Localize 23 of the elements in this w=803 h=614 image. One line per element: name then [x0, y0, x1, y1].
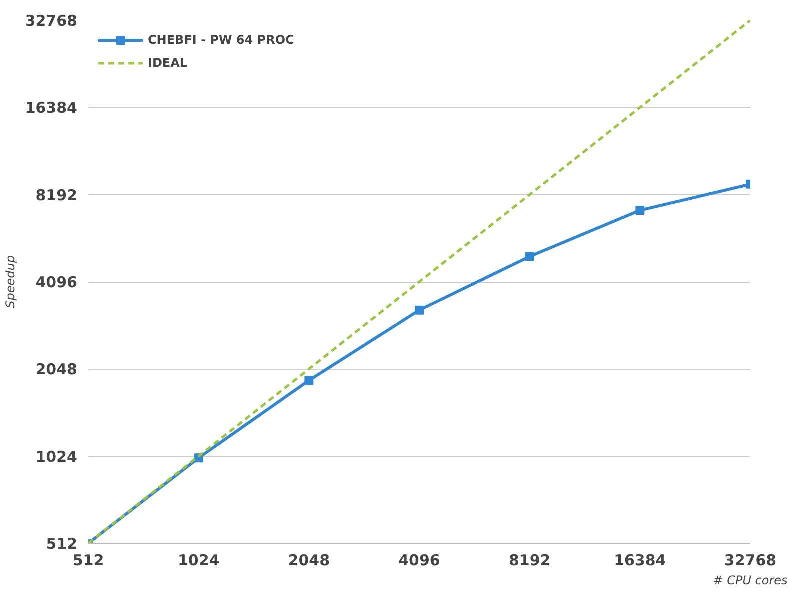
y-tick-label: 16384	[25, 99, 78, 118]
legend-label: CHEBFI - PW 64 PROC	[148, 33, 294, 47]
x-tick-label: 32768	[724, 552, 777, 570]
point	[525, 252, 534, 262]
y-tick-label: 1024	[36, 448, 78, 466]
x-axis-title: # CPU cores	[713, 574, 788, 588]
point	[636, 206, 645, 216]
y-tick-label: 2048	[36, 360, 78, 379]
legend-label: IDEAL	[148, 56, 188, 70]
x-tick-label: 2048	[288, 552, 330, 570]
y-tick-label: 8192	[36, 186, 78, 204]
point	[415, 306, 424, 315]
y-axis-title: Speedup	[3, 255, 18, 308]
x-tick-label: 512	[72, 552, 104, 570]
x-tick-label: 16384	[614, 552, 666, 570]
x-tick-label: 4096	[398, 552, 440, 570]
x-tick-label: 1024	[178, 552, 220, 570]
y-tick-label: 32768	[25, 12, 78, 30]
y-tick-label: 512	[46, 535, 78, 553]
x-tick-label: 8192	[508, 552, 551, 570]
line-series	[88, 20, 750, 544]
y-tick-label: 4096	[36, 274, 78, 292]
point	[304, 376, 314, 386]
